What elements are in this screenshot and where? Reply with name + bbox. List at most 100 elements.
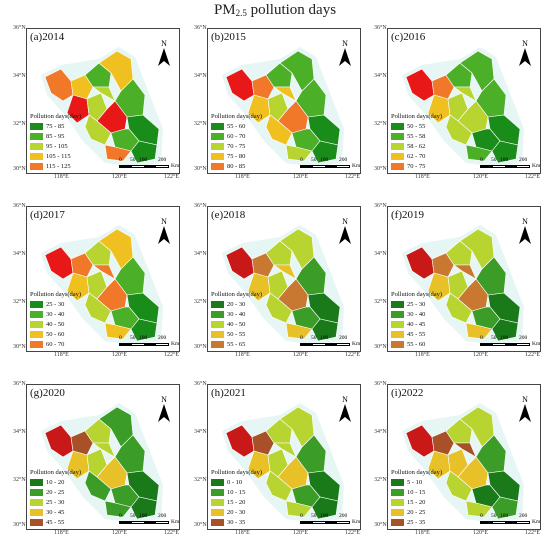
region-4	[265, 240, 293, 266]
scale-tick-label: 200	[519, 513, 528, 519]
map-frame: (i)2022 N Pollution days(day) 5 - 10 10 - 15…	[387, 384, 541, 530]
legend-swatch	[211, 300, 224, 308]
province-map	[222, 47, 344, 167]
region-4	[265, 418, 293, 444]
scale-bar: 0 50 100 200 Km	[300, 335, 360, 351]
scale-tick-label: 0	[300, 335, 303, 341]
region-12	[491, 318, 519, 342]
legend-swatch	[211, 478, 224, 486]
legend-entry: 10 - 20	[30, 477, 81, 487]
latitude-label: 32°N	[13, 477, 26, 483]
scale-bar: 0 50 100 200 Km	[119, 335, 179, 351]
longitude-label: 118°E	[235, 530, 250, 536]
legend-swatch	[211, 498, 224, 506]
region-2	[66, 450, 90, 480]
latitude-label: 32°N	[13, 299, 26, 305]
legend: Pollution days(day) 10 - 20 20 - 25 25 - 30…	[30, 469, 81, 529]
legend-entry: 55 - 60	[211, 121, 262, 131]
legend-swatch	[211, 528, 224, 529]
legend-range: 30 - 40	[407, 310, 426, 318]
scale-tick-label: 100	[320, 335, 329, 341]
province-map	[222, 225, 344, 345]
region-2	[247, 94, 271, 124]
panel-label: (f)2019	[391, 209, 424, 221]
region-13	[285, 144, 313, 162]
legend-swatch	[391, 508, 404, 516]
region-2	[66, 94, 90, 124]
north-arrow-icon: N	[157, 39, 171, 69]
scale-tick-label: 100	[139, 157, 148, 163]
scale-tick-label: 100	[320, 157, 329, 163]
latitude-label: 34°N	[13, 251, 26, 257]
region-4	[84, 418, 112, 444]
scale-tick-label: 200	[339, 157, 348, 163]
scale-tick-label: 0	[480, 335, 483, 341]
province-map	[222, 403, 344, 523]
scale-tick-label: 50	[491, 335, 497, 341]
scale-unit: Km	[171, 519, 180, 525]
map-frame: (d)2017 N Pollution days(day) 25 - 30 30 - 4…	[26, 206, 180, 352]
legend-entry: 20 - 25	[391, 507, 442, 517]
region-12	[130, 140, 158, 164]
north-arrow-icon: N	[338, 39, 352, 69]
region-1	[70, 252, 94, 278]
legend-swatch	[30, 340, 43, 348]
longitude-label: 122°E	[345, 530, 361, 536]
latitude-label: 30°N	[13, 344, 26, 350]
region-1	[431, 430, 455, 456]
legend-swatch	[30, 320, 43, 328]
legend-entry: 30 - 40	[30, 309, 81, 319]
north-label: N	[161, 395, 167, 404]
north-label: N	[342, 217, 348, 226]
region-4	[445, 240, 473, 266]
legend-title: Pollution days(day)	[30, 113, 82, 120]
scale-tick-label: 50	[311, 513, 317, 519]
legend-title: Pollution days(day)	[211, 113, 263, 120]
scale-unit: Km	[171, 163, 180, 169]
region-13	[104, 500, 132, 518]
legend-range: 125 - 135	[46, 173, 71, 174]
legend-entry: 85 - 95	[30, 131, 81, 141]
legend-range: 50 - 60	[46, 330, 65, 338]
legend-range: 85 - 95	[46, 132, 65, 140]
legend-range: 10 - 15	[407, 488, 426, 496]
north-label: N	[522, 39, 528, 48]
legend-swatch	[30, 508, 43, 516]
north-arrow-icon: N	[157, 217, 171, 247]
region-1	[251, 430, 275, 456]
scale-tick-label: 100	[139, 513, 148, 519]
legend-range: 45 - 55	[46, 518, 65, 526]
legend-swatch	[211, 320, 224, 328]
longitude-label: 122°E	[345, 352, 361, 358]
map-panel-d: 36°N 34°N 32°N 30°N 118°E 120°E 122°E (d)2017 N P…	[13, 200, 182, 360]
latitude-label: 36°N	[194, 203, 207, 209]
legend-swatch	[30, 162, 43, 170]
legend-swatch	[30, 350, 43, 351]
legend-entry: 30 - 40	[211, 309, 262, 319]
legend-range: 65 - 80	[227, 351, 245, 352]
region-13	[465, 322, 493, 340]
legend-entry: 10 - 15	[391, 487, 442, 497]
legend-range: 25 - 35	[407, 518, 426, 526]
scale-unit: Km	[532, 163, 541, 169]
scale-bar: 0 50 100 200 Km	[119, 513, 180, 529]
scale-tick-label: 200	[158, 335, 167, 341]
figure-title: PM2.5 pollution days	[0, 2, 550, 19]
map-panel-g: 36°N 34°N 32°N 30°N 118°E 120°E 122°E (g)2020 N P…	[13, 378, 182, 538]
legend-range: 40 - 50	[46, 320, 65, 328]
legend-entry: 40 - 50	[211, 319, 262, 329]
legend-entry: 60 - 70	[211, 131, 262, 141]
legend-range: 115 - 125	[46, 162, 71, 170]
latitude-label: 32°N	[194, 299, 207, 305]
legend-entry: 35 - 40	[391, 527, 442, 529]
legend-swatch	[391, 320, 404, 328]
scale-tick-label: 200	[339, 335, 348, 341]
region-2	[66, 272, 90, 302]
map-frame: (f)2019 N Pollution days(day) 25 - 30 30 - 4…	[387, 206, 541, 352]
legend-swatch	[30, 310, 43, 318]
legend-range: 30 - 40	[46, 310, 65, 318]
legend-entry: 40 - 45	[391, 319, 442, 329]
legend-range: 70 - 100	[46, 351, 68, 352]
province-map	[402, 225, 524, 345]
region-1	[251, 74, 275, 100]
